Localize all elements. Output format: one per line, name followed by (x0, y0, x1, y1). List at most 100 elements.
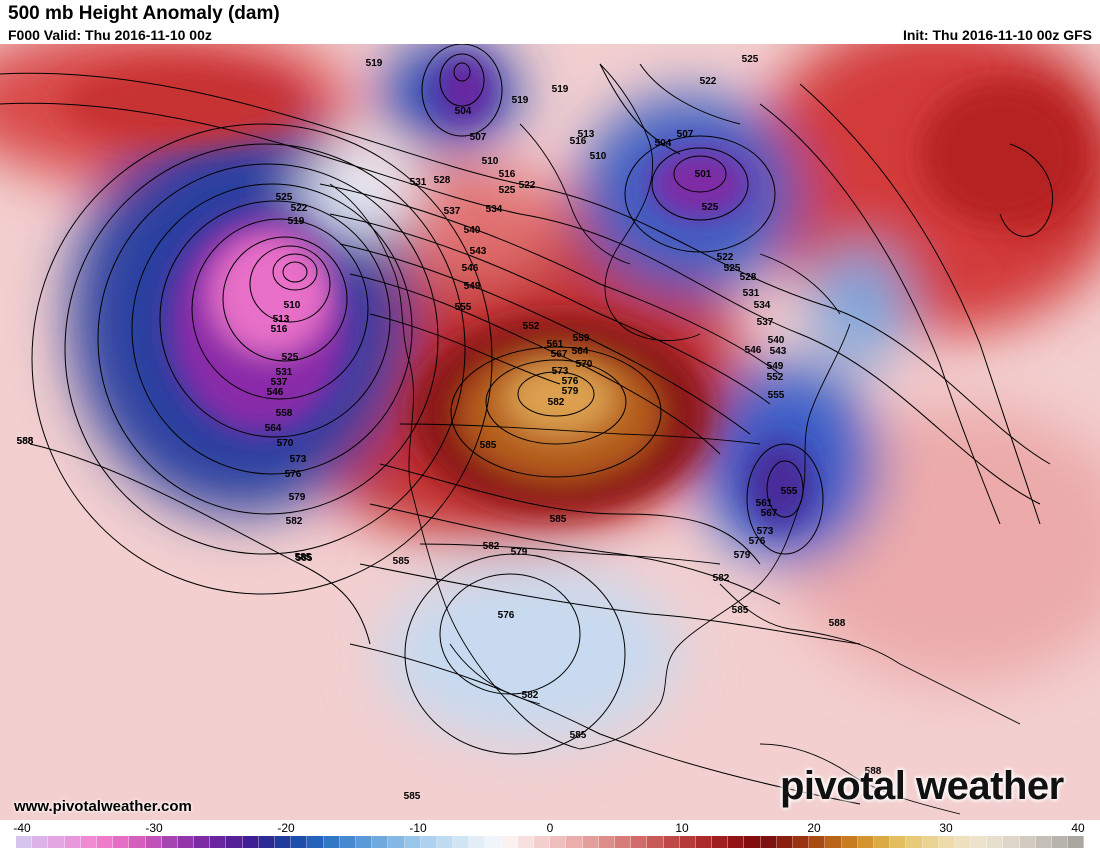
contour-label: 561 (756, 498, 773, 509)
colorbar-cell (614, 836, 632, 848)
contour-label: 507 (470, 132, 487, 143)
height-contours (0, 44, 1054, 805)
contour-label: 531 (743, 288, 760, 299)
colorbar-cell (420, 836, 437, 848)
contour-label: 579 (289, 492, 306, 503)
colorbar-cell (550, 836, 567, 848)
colorbar-cell (48, 836, 65, 848)
colorbar-tick-label: -40 (13, 821, 31, 835)
contour-label: 576 (285, 469, 302, 480)
contour-label: 555 (768, 390, 785, 401)
contour-label: 504 (455, 106, 472, 117)
colorbar-cell (194, 836, 211, 848)
contour-label: 576 (562, 376, 579, 387)
colorbar-cell (16, 836, 33, 848)
contour-label: 531 (276, 367, 293, 378)
colorbar-cell (938, 836, 955, 848)
contour-label: 588 (17, 436, 34, 447)
colorbar-cell (485, 836, 502, 848)
colorbar-cell (96, 836, 114, 848)
contour-label: 513 (578, 129, 595, 140)
contour-label: 522 (717, 252, 734, 263)
contour-label: 585 (296, 553, 313, 564)
colorbar-cell (404, 836, 421, 848)
contour-label: 501 (695, 169, 712, 180)
colorbar-cell (954, 836, 972, 848)
contour-label: 555 (781, 486, 798, 497)
contour-label: 549 (767, 361, 784, 372)
contour-label: 558 (276, 408, 293, 419)
colorbar-cell (32, 836, 49, 848)
colorbar-cell (323, 836, 340, 848)
contour-label: 585 (570, 730, 587, 741)
contour-label: 513 (273, 314, 290, 325)
contour-label: 582 (713, 573, 730, 584)
colorbar-cell (971, 836, 988, 848)
colorbar-cell (712, 836, 729, 848)
colorbar-cell (517, 836, 534, 848)
colorbar-cell (501, 836, 518, 848)
contour-label: 522 (291, 203, 308, 214)
colorbar-cell (793, 836, 810, 848)
contour-label: 525 (282, 352, 299, 363)
contour-label: 540 (464, 225, 481, 236)
colorbar-cell (647, 836, 664, 848)
contour-label: 537 (444, 206, 461, 217)
contour-label: 582 (522, 690, 539, 701)
contour-label: 525 (742, 54, 759, 65)
colorbar-cell (809, 836, 826, 848)
colorbar-cell (291, 836, 308, 848)
contour-label: 534 (754, 300, 771, 311)
colorbar-strip (16, 836, 1085, 848)
contour-label: 561 (547, 339, 564, 350)
contour-label: 588 (829, 618, 846, 629)
colorbar-cell (987, 836, 1004, 848)
contour-label: 585 (404, 791, 421, 802)
contour-label: 522 (519, 180, 536, 191)
contour-label: 522 (700, 76, 717, 87)
colorbar-tick-label: -30 (145, 821, 163, 835)
colorbar-tick-label: 10 (675, 821, 689, 835)
colorbar-cell (631, 836, 648, 848)
colorbar-cell (728, 836, 745, 848)
contour-label: 525 (724, 263, 741, 274)
contour-label: 540 (768, 335, 785, 346)
colorbar-cell (857, 836, 874, 848)
colorbar-cell (145, 836, 162, 848)
contour-label: 525 (276, 192, 293, 203)
contour-label: 537 (757, 317, 774, 328)
colorbar-cell (922, 836, 939, 848)
contour-label: 516 (499, 169, 516, 180)
colorbar-cell (64, 836, 81, 848)
colorbar-cell (566, 836, 583, 848)
colorbar-cell (825, 836, 842, 848)
colorbar-cell (372, 836, 389, 848)
contour-label: 576 (498, 610, 515, 621)
contour-label: 582 (286, 516, 303, 527)
contour-label: 543 (770, 346, 787, 357)
colorbar-cell (161, 836, 178, 848)
contour-label: 534 (486, 204, 503, 215)
colorbar-cell (242, 836, 259, 848)
anomaly-map: 519 504 507 510 516 519 519 513 516 510 525 522 525 5… (0, 44, 1100, 820)
contour-label: 570 (576, 359, 593, 370)
contour-label: 549 (464, 281, 481, 292)
colorbar-cell (258, 836, 275, 848)
contour-label: 546 (745, 345, 762, 356)
contour-label: 507 (677, 129, 694, 140)
contour-label: 510 (590, 151, 607, 162)
contour-label: 573 (552, 366, 569, 377)
colorbar-cell (1068, 836, 1085, 848)
colorbar-tick-label: -20 (277, 821, 295, 835)
colorbar-cell (436, 836, 454, 848)
contour-label: 585 (732, 605, 749, 616)
colorbar-cell (1003, 836, 1020, 848)
colorbar-cell (275, 836, 292, 848)
contour-label: 519 (512, 95, 529, 106)
contour-label: 555 (455, 302, 472, 313)
colorbar-cell (760, 836, 777, 848)
contour-label: 576 (749, 536, 766, 547)
init-time: Init: Thu 2016-11-10 00z GFS (902, 27, 1092, 43)
colorbar-cell (113, 836, 130, 848)
colorbar-cell (177, 836, 195, 848)
